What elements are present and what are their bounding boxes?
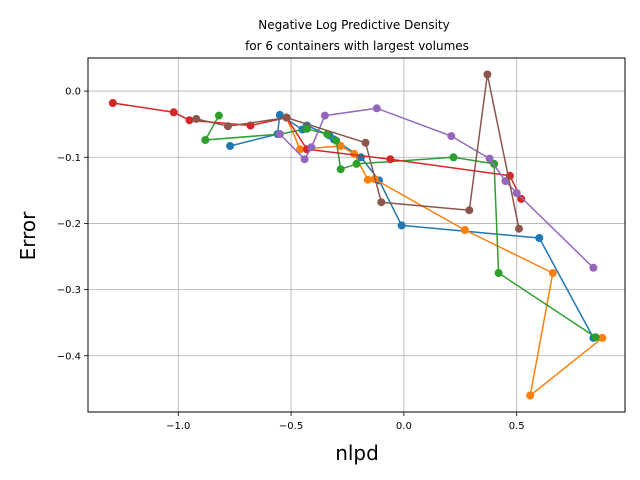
data-point (465, 206, 474, 215)
data-point (320, 111, 329, 120)
x-tick-label: −1.0 (166, 421, 190, 432)
data-point (363, 175, 372, 184)
series-line (229, 114, 595, 339)
data-point (336, 165, 345, 174)
data-point (336, 142, 345, 150)
data-point (296, 145, 305, 154)
data-point (485, 154, 494, 163)
y-tick-label: −0.1 (57, 153, 81, 164)
chart-title-line-2: for 6 containers with largest volumes (245, 39, 469, 53)
y-tick-label: 0.0 (65, 87, 81, 98)
data-point (226, 142, 235, 150)
data-point (591, 333, 600, 342)
x-axis-label: nlpd (335, 441, 379, 465)
series-line (285, 117, 603, 397)
data-point (460, 226, 469, 234)
data-point (302, 124, 311, 133)
data-point (282, 113, 291, 122)
data-point (517, 194, 526, 203)
data-point (223, 122, 232, 131)
data-point (332, 136, 341, 145)
data-point (526, 391, 535, 400)
series-1 (226, 110, 598, 342)
ticks: −1.0 −0.5 0.0 0.5 0.0 −0.1 −0.2 −0.3 −0.4 (57, 87, 525, 432)
data-point (397, 221, 406, 230)
data-point (494, 269, 503, 277)
data-point (323, 130, 332, 139)
data-point (535, 234, 544, 242)
plot-frame (87, 57, 626, 413)
data-point (169, 108, 178, 117)
data-point (201, 136, 210, 144)
x-tick-label: 0.0 (396, 421, 412, 432)
data-point (307, 143, 316, 152)
data-point (275, 110, 284, 119)
series-6 (192, 70, 523, 233)
y-tick-label: −0.2 (57, 219, 81, 230)
data-point (515, 224, 523, 233)
series-layer (108, 70, 607, 400)
series-line (112, 102, 522, 200)
data-point (512, 189, 521, 197)
data-point (352, 159, 361, 168)
series-4 (108, 99, 526, 203)
data-point (300, 155, 309, 164)
data-point (214, 111, 223, 120)
data-point (449, 153, 458, 162)
data-point (483, 70, 492, 79)
series-line (204, 115, 597, 338)
data-point (447, 132, 456, 141)
data-point (275, 130, 284, 139)
data-point (501, 177, 510, 186)
y-tick-label: −0.4 (57, 351, 81, 362)
data-point (377, 198, 386, 207)
data-point (598, 333, 607, 342)
y-tick-label: −0.3 (57, 285, 81, 296)
x-tick-label: −0.5 (279, 421, 303, 432)
data-point (589, 263, 598, 272)
series-2 (282, 113, 607, 400)
data-point (108, 99, 117, 107)
data-point (361, 138, 370, 147)
data-point (192, 114, 201, 123)
chart-title-line-1: Negative Log Predictive Density (258, 18, 450, 32)
data-point (372, 104, 381, 113)
data-point (548, 269, 557, 277)
series-line (196, 73, 520, 229)
data-point (185, 116, 194, 125)
x-tick-label: 0.5 (509, 421, 525, 432)
y-axis-label: Error (16, 211, 40, 261)
data-point (386, 155, 395, 164)
